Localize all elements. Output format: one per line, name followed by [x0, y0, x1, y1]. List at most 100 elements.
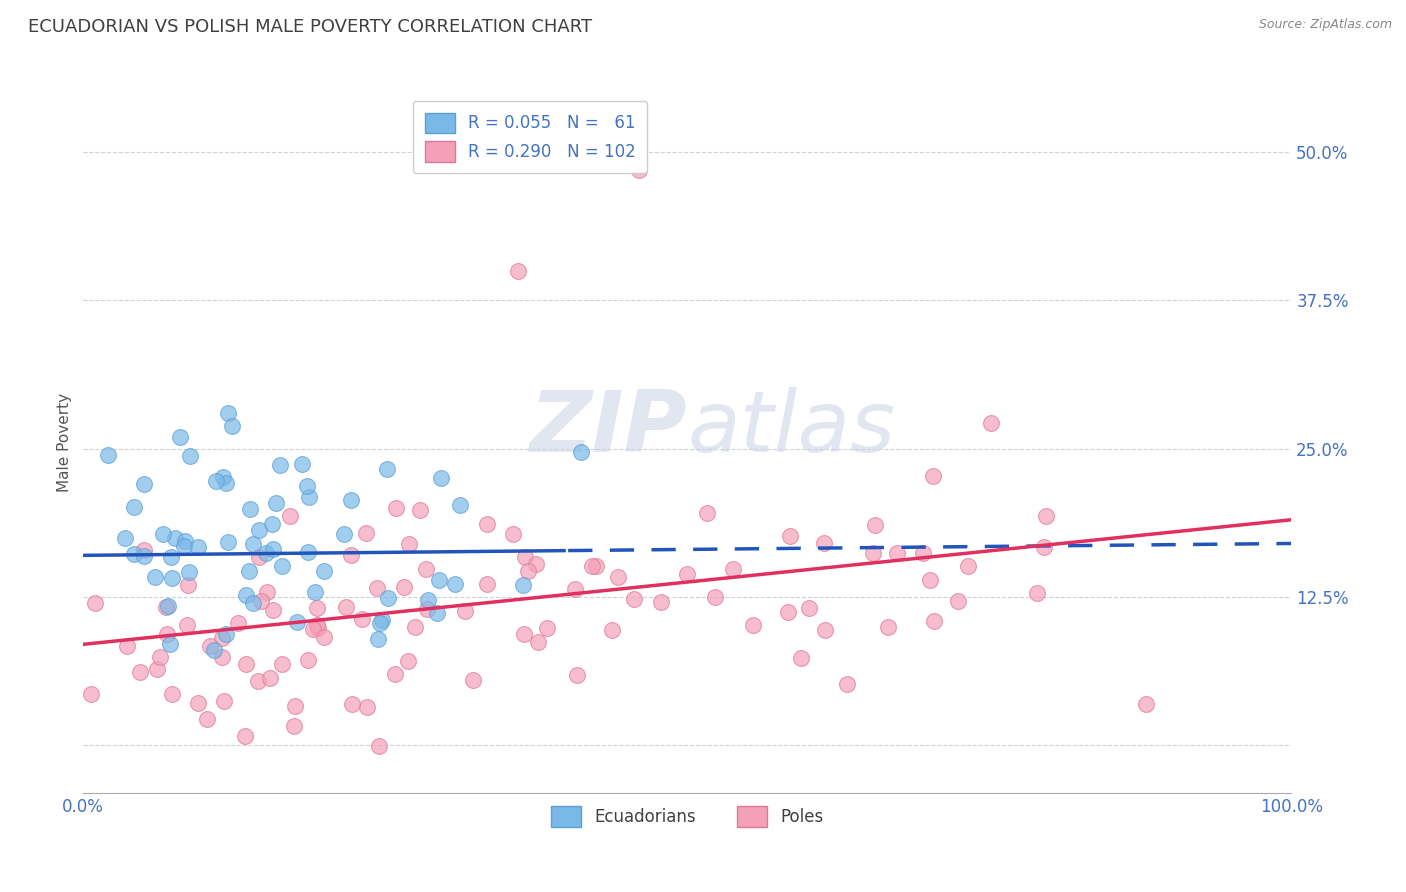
- Point: [918, 574, 941, 588]
- Point: [721, 562, 744, 576]
- Point: [312, 564, 335, 578]
- Point: [946, 594, 969, 608]
- Point: [409, 502, 432, 516]
- Point: [676, 567, 699, 582]
- Point: [152, 527, 174, 541]
- Point: [285, 615, 308, 629]
- Point: [195, 712, 218, 726]
- Point: [269, 458, 291, 473]
- Point: [1035, 509, 1057, 524]
- Point: [368, 616, 391, 631]
- Point: [789, 650, 811, 665]
- Point: [215, 475, 238, 490]
- Point: [247, 549, 270, 564]
- Point: [250, 594, 273, 608]
- Point: [198, 640, 221, 654]
- Point: [247, 523, 270, 537]
- Point: [97, 448, 120, 462]
- Point: [122, 500, 145, 514]
- Point: [368, 739, 391, 754]
- Point: [416, 602, 439, 616]
- Point: [262, 603, 284, 617]
- Point: [217, 406, 239, 420]
- Point: [526, 634, 548, 648]
- Point: [179, 449, 201, 463]
- Point: [242, 537, 264, 551]
- Point: [837, 676, 859, 690]
- Point: [585, 558, 607, 573]
- Point: [291, 458, 314, 472]
- Point: [297, 653, 319, 667]
- Point: [242, 597, 264, 611]
- Point: [404, 620, 426, 634]
- Point: [623, 592, 645, 607]
- Point: [886, 546, 908, 560]
- Point: [394, 580, 416, 594]
- Point: [254, 546, 277, 560]
- Point: [581, 558, 603, 573]
- Point: [375, 462, 398, 476]
- Point: [385, 501, 408, 516]
- Point: [515, 550, 537, 565]
- Point: [449, 498, 471, 512]
- Point: [169, 430, 191, 444]
- Point: [297, 545, 319, 559]
- Point: [312, 630, 335, 644]
- Point: [301, 622, 323, 636]
- Point: [536, 620, 558, 634]
- Point: [259, 671, 281, 685]
- Point: [83, 596, 105, 610]
- Point: [569, 445, 592, 459]
- Point: [742, 618, 765, 632]
- Point: [367, 632, 389, 646]
- Point: [366, 581, 388, 595]
- Point: [129, 665, 152, 680]
- Point: [179, 565, 201, 579]
- Point: [79, 687, 101, 701]
- Point: [122, 547, 145, 561]
- Point: [565, 667, 588, 681]
- Point: [149, 650, 172, 665]
- Point: [212, 694, 235, 708]
- Point: [211, 631, 233, 645]
- Point: [356, 700, 378, 714]
- Point: [384, 667, 406, 681]
- Point: [284, 698, 307, 713]
- Point: [305, 600, 328, 615]
- Point: [304, 585, 326, 599]
- Point: [461, 673, 484, 687]
- Point: [340, 548, 363, 562]
- Point: [173, 539, 195, 553]
- Point: [354, 526, 377, 541]
- Point: [235, 588, 257, 602]
- Point: [165, 531, 187, 545]
- Point: [271, 559, 294, 574]
- Point: [187, 696, 209, 710]
- Point: [517, 564, 540, 578]
- Point: [333, 526, 356, 541]
- Point: [114, 531, 136, 545]
- Point: [226, 616, 249, 631]
- Point: [922, 614, 945, 628]
- Point: [233, 729, 256, 743]
- Point: [340, 697, 363, 711]
- Point: [132, 543, 155, 558]
- Point: [307, 621, 329, 635]
- Point: [202, 642, 225, 657]
- Point: [132, 549, 155, 563]
- Point: [396, 654, 419, 668]
- Point: [264, 496, 287, 510]
- Point: [305, 617, 328, 632]
- Point: [160, 571, 183, 585]
- Point: [1032, 540, 1054, 554]
- Point: [132, 477, 155, 491]
- Point: [600, 623, 623, 637]
- Point: [779, 529, 801, 543]
- Point: [650, 595, 672, 609]
- Point: [863, 518, 886, 533]
- Point: [502, 527, 524, 541]
- Point: [813, 535, 835, 549]
- Point: [911, 546, 934, 560]
- Point: [427, 574, 450, 588]
- Point: [239, 502, 262, 516]
